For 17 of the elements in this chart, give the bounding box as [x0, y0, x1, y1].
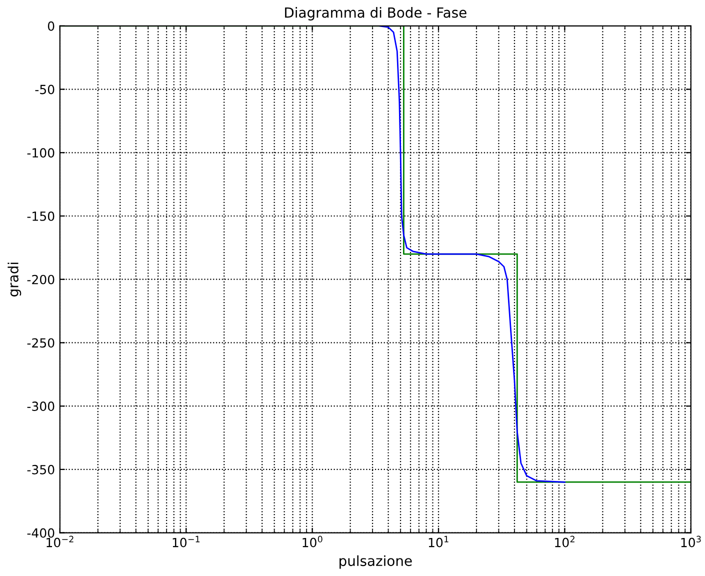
- y-tick-label: -100: [27, 148, 54, 158]
- x-tick-label: 10$^{0}$: [302, 536, 322, 548]
- x-axis-title: pulsazione: [340, 555, 412, 569]
- x-tick-label: 10$^{3}$: [681, 536, 701, 548]
- y-tick-label: -350: [27, 464, 54, 474]
- y-tick-label: -200: [27, 274, 54, 284]
- x-tick-label: 10$^{1}$: [428, 536, 448, 548]
- x-tick-label: 10$^{2}$: [555, 536, 574, 548]
- y-tick-label: -250: [27, 338, 54, 348]
- y-tick-label: -50: [35, 84, 54, 94]
- y-tick-label: 0: [48, 21, 54, 31]
- y-tick-label: -400: [27, 528, 54, 538]
- y-tick-label: -150: [27, 211, 54, 221]
- x-tick-label: 10$^{−1}$: [172, 536, 200, 548]
- chart-title: Diagramma di Bode - Fase: [285, 7, 466, 20]
- y-axis-title: gradi: [8, 262, 22, 296]
- y-tick-label: -300: [27, 402, 54, 412]
